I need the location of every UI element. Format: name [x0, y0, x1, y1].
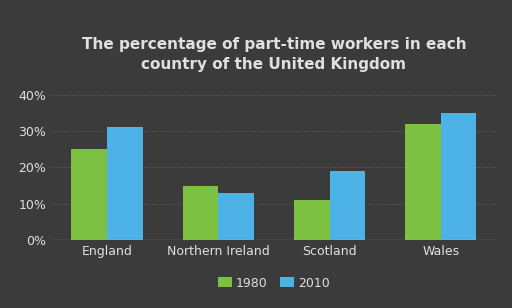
Bar	[405, 124, 441, 240]
Bar	[294, 200, 330, 240]
Bar	[72, 149, 107, 240]
Bar	[441, 113, 476, 240]
Bar	[218, 193, 254, 240]
Legend: 1980, 2010: 1980, 2010	[214, 272, 334, 295]
Title: The percentage of part-time workers in each
country of the United Kingdom: The percentage of part-time workers in e…	[81, 37, 466, 72]
Bar	[330, 171, 365, 240]
Bar	[183, 186, 218, 240]
Bar	[107, 128, 143, 240]
